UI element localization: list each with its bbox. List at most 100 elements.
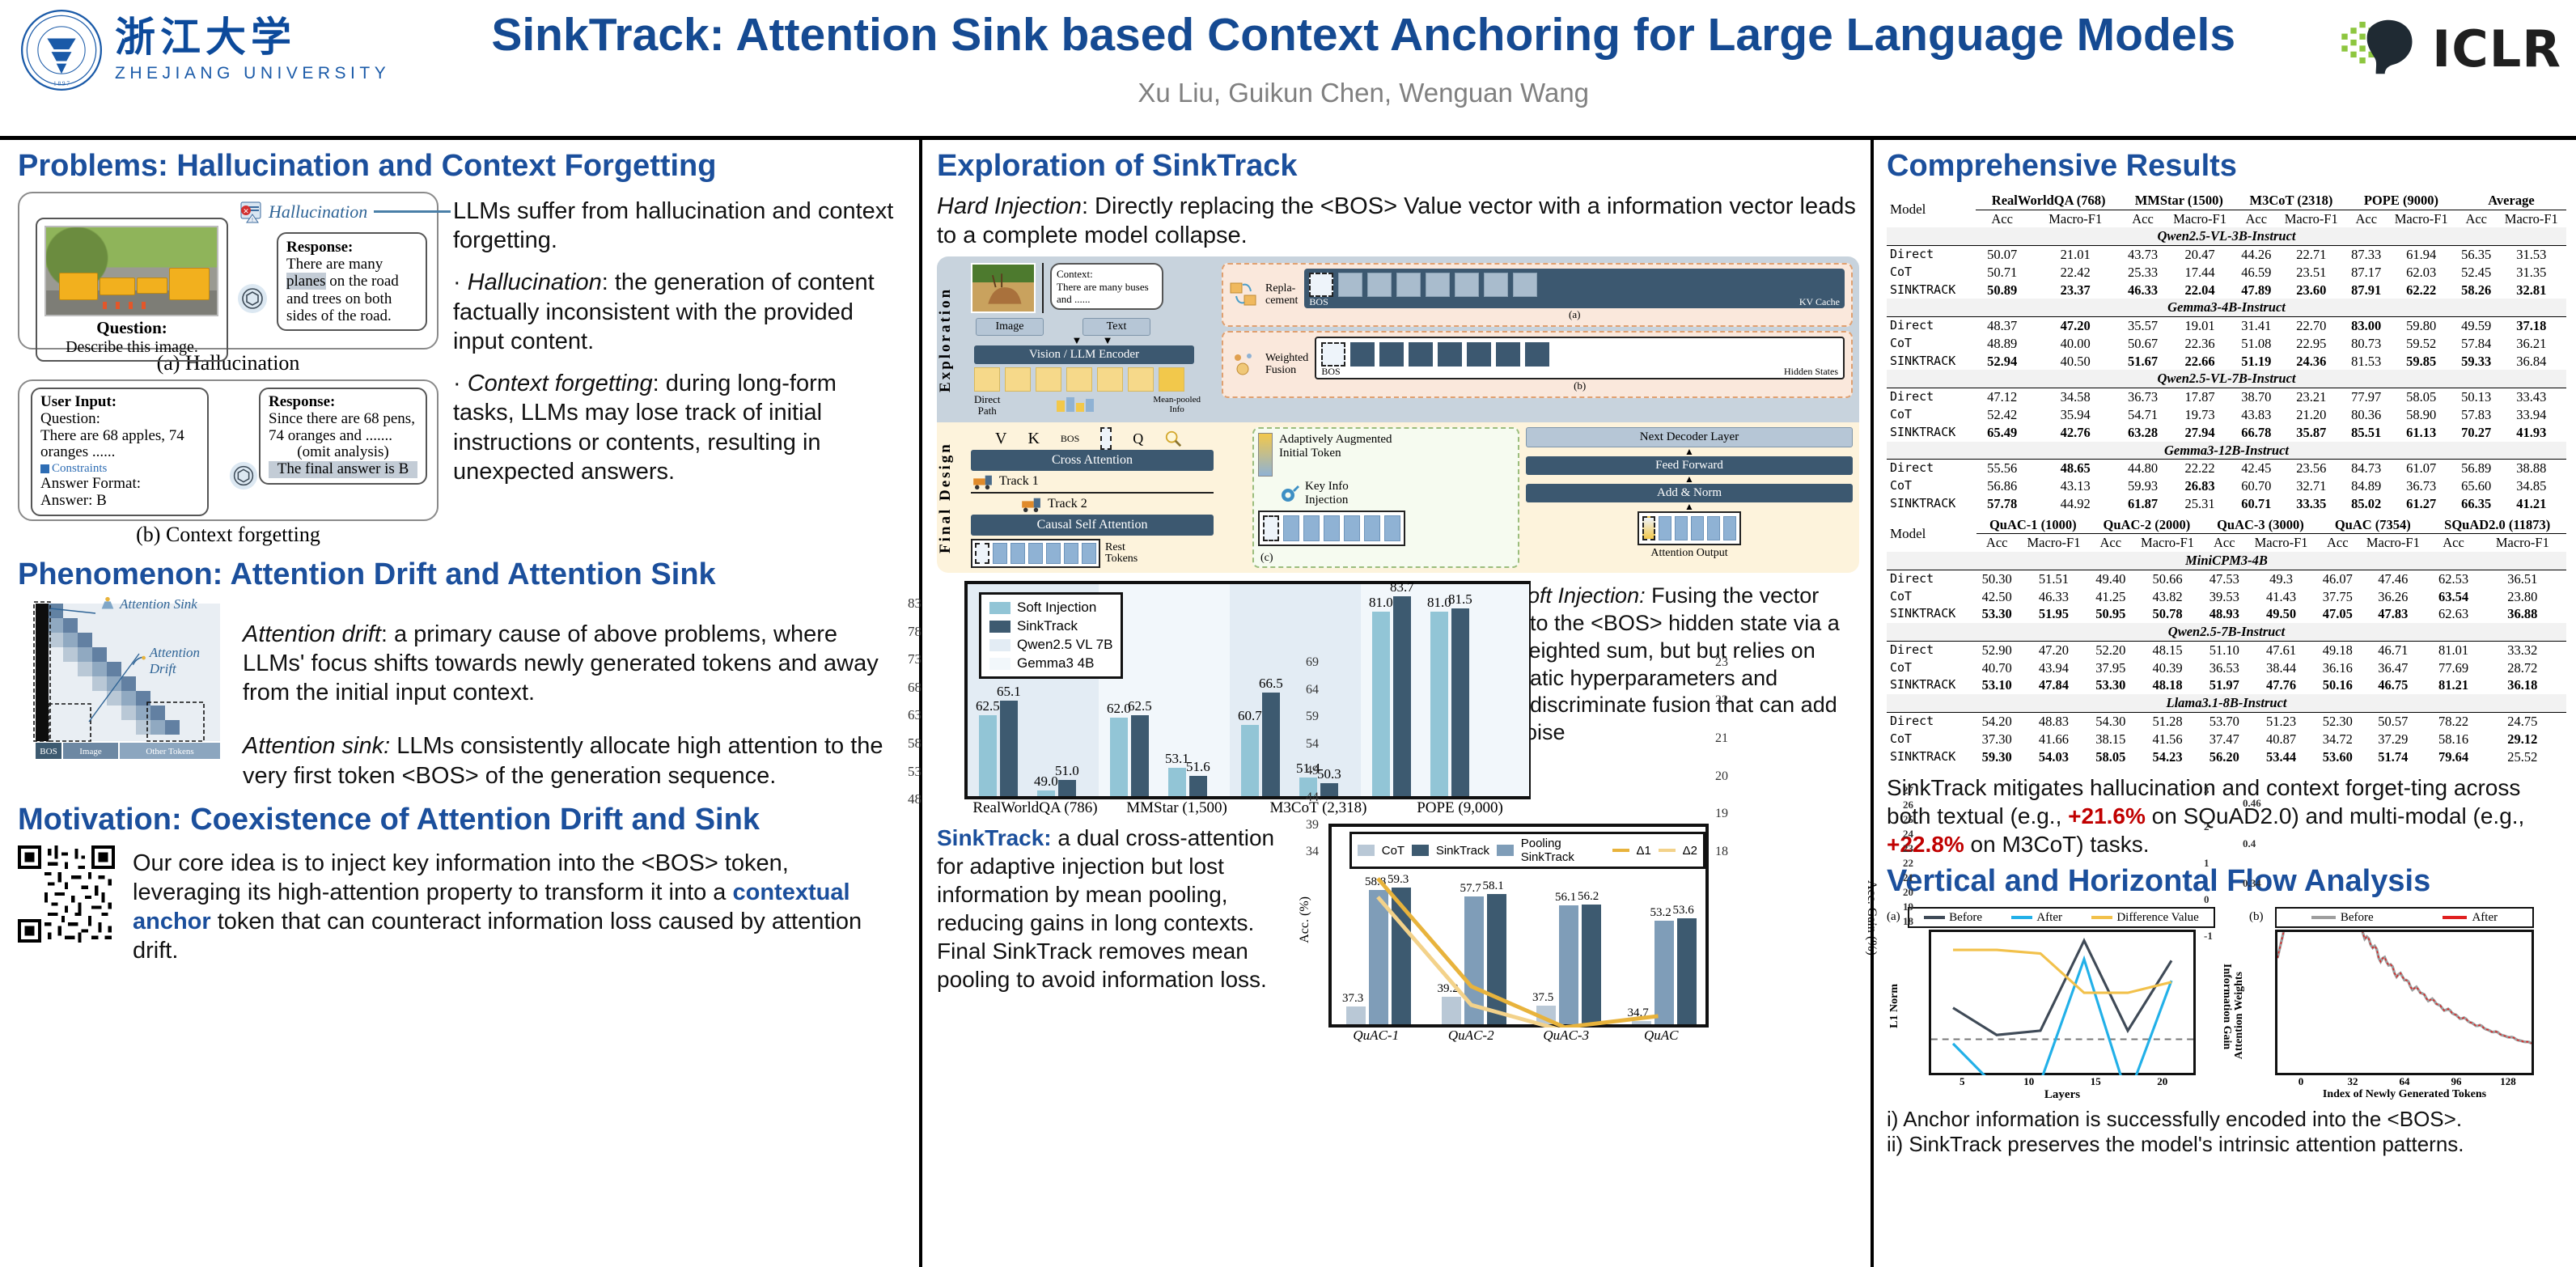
y-tick: 26 — [1903, 799, 1913, 811]
x-tick: 128 — [2500, 1075, 2516, 1088]
augmented-token-label: Adaptively Augmented Initial Token — [1279, 433, 1392, 460]
attention-drift-term: Attention drift — [243, 621, 381, 647]
svg-text:BOS: BOS — [40, 747, 57, 756]
chart2-y2label: Acc. Gain (%) — [1865, 880, 1879, 956]
table-mm-head: Model RealWorldQA (768) MMStar (1500) M3CoT… — [1887, 191, 2566, 228]
cross-attention-bar: Cross Attention — [971, 450, 1214, 472]
heatmap-drift-label: Attention Drift — [149, 644, 201, 676]
track2-label: Track 2 — [1048, 497, 1087, 511]
attention-drift-para: Attention drift: a primary cause of abov… — [243, 620, 903, 708]
bar — [1559, 905, 1578, 1025]
flow-charts: (a) Before After Difference Value 18 19 20… — [1887, 784, 2566, 1102]
chart3-legend: Before After Difference Value — [1908, 907, 2215, 929]
gpt-logo-icon-2 — [229, 461, 258, 489]
vertical-flow-chart — [1929, 930, 2196, 1076]
table-row: CoT 52.42 35.94 54.71 19.73 43.83 21.20 80.36 58… — [1890, 406, 2547, 422]
architecture-diagram: Exploration — [937, 256, 1859, 574]
y2-tick: 0 — [2204, 893, 2210, 906]
hallucination-warning-icon: ✕ ! — [240, 201, 261, 223]
table-row: CoT 48.89 40.00 50.67 22.36 51.08 22.95 80.73 59… — [1890, 335, 2547, 351]
chart1-legend: Soft Injection SinkTrack Qwen2.5 VL 7B G… — [979, 592, 1124, 680]
summary-gain-mm: +22.8% — [1887, 832, 1964, 858]
table-row: CoT 37.30 41.66 38.15 41.56 37.47 40.87 34.72 37… — [1890, 731, 2538, 747]
weighted-fusion-label: Weighted Fusion — [1265, 352, 1309, 376]
user-question-label: Question: — [40, 409, 100, 427]
table-txt-group-row: Model QuAC-1 (1000) QuAC-2 (2000) QuAC-3 (3… — [1887, 515, 2566, 541]
vertical-flow-chart-wrap: (a) Before After Difference Value 18 19 20… — [1887, 784, 2233, 1102]
chart2-legend: CoT SinkTrack Pooling SinkTrack Δ1 Δ2 — [1349, 832, 1705, 870]
k-label: K — [1027, 429, 1040, 447]
y-tick: 64 — [1306, 682, 1319, 697]
x-tick: 10 — [2023, 1075, 2035, 1088]
replacement-label: Repla-cement — [1265, 282, 1299, 307]
poster-header: 1 8 9 7 浙江大学 ZHEJIANG UNIVERSITY SinkTra… — [0, 0, 2576, 136]
forgetting-def: : during long-form tasks, LLMs may lose … — [453, 371, 837, 485]
delta-line — [1376, 877, 1659, 1028]
y-tick: 83 — [908, 595, 922, 612]
q-label: Q — [1133, 430, 1144, 447]
flow-line — [1952, 948, 2172, 994]
bar — [1441, 996, 1461, 1025]
flow-line — [1951, 955, 2173, 1075]
direct-path-label: Direct Path — [974, 392, 1001, 417]
bar — [1037, 790, 1055, 797]
qr-code-icon[interactable] — [18, 845, 115, 943]
motivation-part1: Our core idea is to inject key informati… — [133, 850, 789, 905]
bar — [1631, 1020, 1651, 1025]
y2-tick: 19 — [1715, 807, 1728, 821]
y-tick: 69 — [1306, 655, 1319, 670]
rest-tokens-label: Rest Tokens — [1105, 540, 1138, 566]
table-group-header: QuAC (7354) — [2317, 515, 2429, 535]
magnifier-icon — [1166, 431, 1182, 447]
y-tick: 63 — [908, 707, 922, 723]
bar-value: 66.5 — [1259, 676, 1283, 692]
table-col-header: Macro-F1 — [2049, 210, 2103, 227]
sinktrack-term: SinkTrack: — [937, 825, 1052, 851]
y-tick: 58 — [908, 735, 922, 752]
x-tick: 96 — [2451, 1075, 2462, 1088]
university-name-en: ZHEJIANG UNIVERSITY — [115, 64, 391, 83]
soft-injection-term: Soft Injection: — [1513, 583, 1646, 608]
table-row: Direct 48.37 47.20 35.57 19.01 31.41 22.70 83.0… — [1887, 316, 2566, 335]
problems-p1: LLMs suffer from hallucination and conte… — [453, 197, 894, 254]
bar-value: 81.0 — [1427, 594, 1451, 610]
attention-drift-def: : a primary cause of above problems, whe… — [243, 621, 879, 706]
y-tick: 48 — [908, 791, 922, 807]
iclr-brain-icon — [2341, 19, 2413, 74]
summary-part1: SinkTrack mitigates hallucination and co… — [1887, 775, 2521, 829]
bar — [1241, 725, 1259, 797]
x-tick: QuAC-3 — [1543, 1028, 1590, 1044]
y2-tick: 23 — [1715, 655, 1728, 670]
replacement-panel: Repla-cement — [1222, 263, 1853, 328]
heatmap-sink-label: Attention Sink — [120, 595, 197, 612]
bar — [1131, 714, 1149, 797]
qr-code[interactable] — [18, 845, 115, 943]
chart2-ylabel: Acc. (%) — [1298, 896, 1311, 944]
hallucination-figure: Question: Describe this image. ✕ ! Hallu… — [18, 191, 451, 362]
y2-tick: 22 — [1715, 693, 1728, 708]
table-row: SINKTRACK 65.49 42.76 63.28 27.94 66.78 35.87 8… — [1890, 424, 2547, 440]
x-tick: M3CoT (2,318) — [1269, 799, 1367, 817]
constraints-label: Constraints — [52, 462, 108, 476]
table-row: Direct 55.56 48.65 44.80 22.22 42.45 23.56 84.7… — [1887, 459, 2566, 478]
bar — [1486, 894, 1506, 1025]
table-col-header: Acc — [2465, 210, 2488, 227]
final-answer: The final answer is B — [269, 460, 417, 479]
sinktrack-def: a dual cross-attention for adaptive inje… — [937, 825, 1275, 993]
y2-tick: 21 — [1715, 731, 1728, 745]
conference-logo: ICLR — [2337, 11, 2561, 86]
add-norm-bar: Add & Norm — [1526, 483, 1853, 502]
bar-value: 34.7 — [1627, 1006, 1649, 1019]
train-icon-1 — [973, 475, 992, 490]
conference-name: ICLR — [2432, 19, 2561, 78]
gpt-logo-icon — [238, 283, 267, 313]
table-section-row: Qwen2.5-VL-3B-Instruct — [1887, 227, 2566, 246]
table-group-header: SQuAD2.0 (11873) — [2428, 515, 2566, 535]
legend-before-a: Before — [1949, 910, 1982, 924]
y2-tick: -1 — [2204, 930, 2213, 943]
delta-line — [1376, 896, 1559, 1028]
user-input-card: User Input: Question: There are 68 apple… — [31, 387, 209, 516]
table-section-row: MiniCPM3-4B — [1887, 552, 2566, 570]
x-tick: 0 — [2298, 1075, 2304, 1088]
table-mm-group-row: Model RealWorldQA (768) MMStar (1500) M3CoT… — [1887, 191, 2566, 217]
